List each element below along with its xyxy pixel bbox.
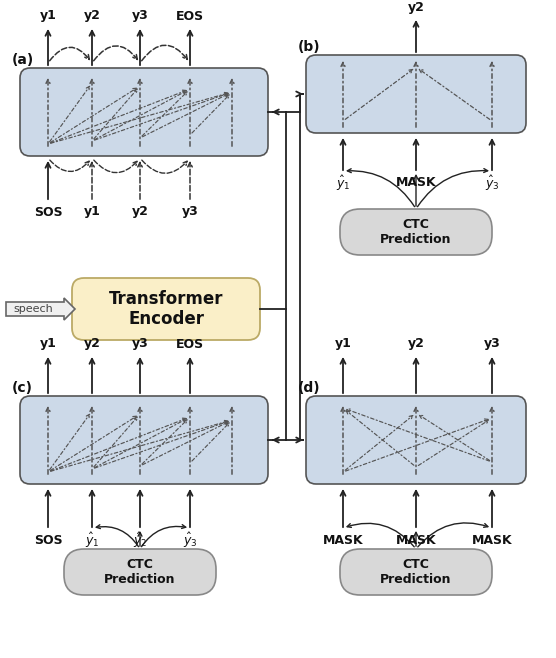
FancyBboxPatch shape	[20, 396, 268, 484]
Text: EOS: EOS	[176, 9, 204, 22]
Text: MASK: MASK	[396, 534, 436, 547]
FancyBboxPatch shape	[306, 396, 526, 484]
Text: EOS: EOS	[176, 338, 204, 351]
Text: MASK: MASK	[322, 534, 363, 547]
Text: y2: y2	[83, 9, 101, 22]
FancyBboxPatch shape	[72, 278, 260, 340]
Text: y2: y2	[83, 338, 101, 351]
Text: y2: y2	[132, 205, 148, 218]
Text: CTC
Prediction: CTC Prediction	[380, 218, 451, 246]
Text: MASK: MASK	[471, 534, 512, 547]
Text: y3: y3	[484, 338, 500, 351]
Text: y1: y1	[39, 9, 57, 22]
Text: $\hat{y}_3$: $\hat{y}_3$	[183, 530, 197, 549]
FancyBboxPatch shape	[340, 209, 492, 255]
FancyBboxPatch shape	[20, 68, 268, 156]
Text: y3: y3	[132, 9, 148, 22]
FancyBboxPatch shape	[306, 55, 526, 133]
Text: (c): (c)	[12, 381, 33, 395]
Text: (d): (d)	[298, 381, 321, 395]
Text: y2: y2	[408, 338, 424, 351]
Text: SOS: SOS	[34, 534, 62, 547]
Text: (b): (b)	[298, 40, 321, 54]
Text: $\hat{y}_1$: $\hat{y}_1$	[85, 530, 100, 549]
Text: y3: y3	[132, 338, 148, 351]
Text: CTC
Prediction: CTC Prediction	[105, 558, 176, 586]
Text: Transformer
Encoder: Transformer Encoder	[109, 290, 224, 328]
Text: CTC
Prediction: CTC Prediction	[380, 558, 451, 586]
Text: y1: y1	[39, 338, 57, 351]
Text: $\hat{y}_3$: $\hat{y}_3$	[485, 174, 499, 193]
Text: speech: speech	[13, 304, 53, 314]
Text: MASK: MASK	[396, 176, 436, 190]
Text: (a): (a)	[12, 53, 34, 67]
Text: y2: y2	[408, 1, 424, 14]
Text: y1: y1	[335, 338, 351, 351]
FancyArrow shape	[6, 298, 75, 320]
Text: y3: y3	[182, 205, 198, 218]
FancyBboxPatch shape	[64, 549, 216, 595]
Text: $\hat{y}_2$: $\hat{y}_2$	[133, 530, 147, 549]
FancyBboxPatch shape	[340, 549, 492, 595]
Text: $\hat{y}_1$: $\hat{y}_1$	[336, 174, 350, 193]
Text: y1: y1	[83, 205, 101, 218]
Text: SOS: SOS	[34, 205, 62, 218]
